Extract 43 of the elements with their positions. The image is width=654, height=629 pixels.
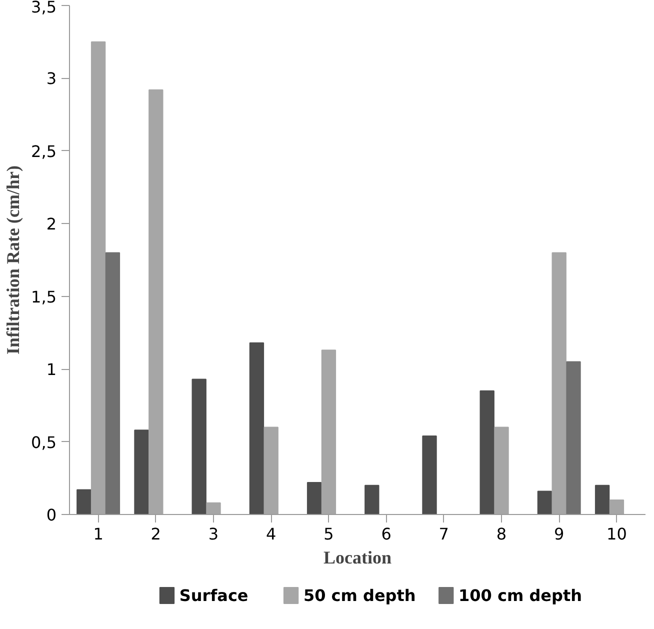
x-tick-label: 4: [266, 524, 276, 544]
y-tick-label: 1: [46, 360, 57, 380]
bar: [148, 89, 164, 514]
x-tick-label: 1: [93, 524, 104, 544]
x-tick-label: 7: [438, 524, 449, 544]
bar: [364, 484, 380, 514]
y-tick-label: 1,5: [31, 287, 57, 306]
legend-label: Surface: [179, 586, 248, 605]
x-tick-label: 8: [496, 524, 507, 544]
bar: [566, 361, 581, 514]
bar: [480, 390, 494, 514]
y-axis-title: Infiltration Rate (cm/hr): [3, 166, 24, 354]
y-tick-label: 0,5: [31, 432, 57, 452]
bar: [249, 342, 264, 514]
bar: [537, 490, 552, 514]
x-tick-label: 6: [381, 524, 392, 544]
bar: [306, 482, 322, 514]
x-tick-label: 9: [554, 524, 564, 544]
bar: [422, 435, 437, 514]
bar: [105, 252, 120, 514]
bar: [134, 430, 149, 514]
x-tick-label: 2: [150, 524, 161, 544]
bar: [594, 484, 610, 514]
bar: [552, 252, 566, 514]
bar: [264, 426, 278, 514]
bar: [76, 489, 92, 514]
bar: [192, 378, 206, 514]
bar: [494, 426, 509, 514]
legend-label: 100 cm depth: [458, 586, 582, 605]
legend-label: 50 cm depth: [303, 586, 416, 605]
bar: [206, 502, 221, 514]
x-tick-label: 3: [208, 524, 219, 544]
y-tick-label: 0: [46, 506, 57, 524]
y-tick-label: 2: [46, 214, 57, 234]
x-tick-label: 10: [606, 524, 627, 544]
y-tick-label: 3: [46, 69, 57, 88]
bar: [90, 41, 106, 514]
x-tick-label: 5: [324, 524, 334, 544]
bar: [321, 350, 336, 514]
bar: [609, 499, 624, 514]
y-tick-label: 3,5: [31, 0, 57, 16]
y-tick-label: 2,5: [31, 142, 57, 161]
x-axis-title: Location: [324, 548, 392, 568]
